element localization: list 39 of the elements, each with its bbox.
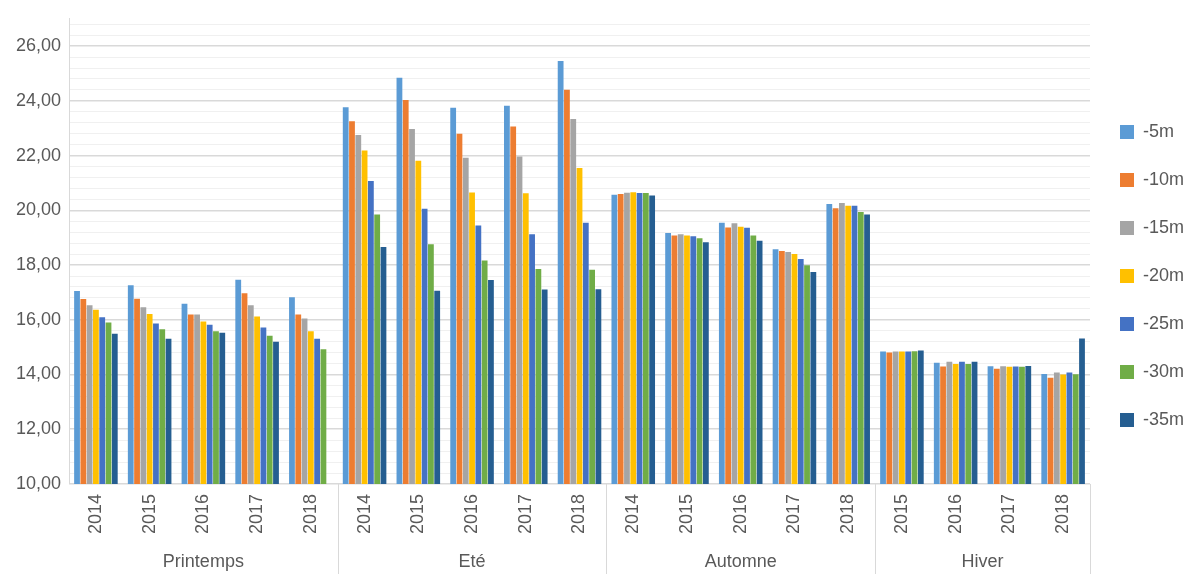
legend-label: -10m [1142,168,1185,189]
x-tick-label: 2015 [890,493,911,534]
x-tick-label: 2017 [246,493,267,534]
x-tick-label: 2016 [461,493,482,534]
legend-label: -35m [1142,408,1185,429]
text: Hiver [961,550,1004,571]
x-tick-label: 2016 [944,493,965,534]
x-tick-label: 2017 [998,493,1019,534]
text: Eté [458,550,486,571]
y-tick-label: 24,00 [16,89,62,110]
x-tick-label: 2018 [568,493,589,534]
x-tick-label: 2014 [84,493,105,534]
y-tick-label: 26,00 [16,35,62,56]
x-tick-label: 2014 [353,493,374,534]
legend-label: -20m [1142,264,1185,285]
y-tick-label: 22,00 [16,144,62,165]
y-tick-label: 10,00 [16,472,62,493]
x-tick-label: 2018 [837,493,858,534]
y-tick-label: 16,00 [16,308,62,329]
y-tick-label: 20,00 [16,199,62,220]
legend-label: -25m [1142,312,1185,333]
x-tick-label: 2015 [138,493,159,534]
x-tick-label: 2017 [514,493,535,534]
text: Automne [704,550,777,571]
x-tick-label: 2017 [783,493,804,534]
legend-label: -15m [1142,216,1185,237]
text: Printemps [162,550,244,571]
x-tick-label: 2015 [675,493,696,534]
y-tick-label: 12,00 [16,418,62,439]
y-tick-label: 18,00 [16,254,62,275]
x-tick-label: 2014 [622,493,643,534]
x-tick-label: 2016 [192,493,213,534]
x-tick-label: 2015 [407,493,428,534]
legend-label: -30m [1142,360,1185,381]
x-tick-label: 2016 [729,493,750,534]
x-tick-label: 2018 [1052,493,1073,534]
legend-label: -5m [1142,120,1174,141]
x-tick-label: 2018 [299,493,320,534]
y-tick-label: 14,00 [16,363,62,384]
